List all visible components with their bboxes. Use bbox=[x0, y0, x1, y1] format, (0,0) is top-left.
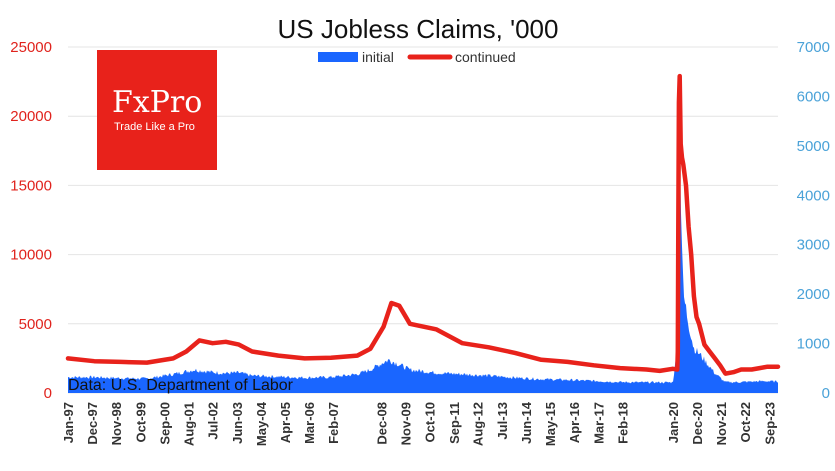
logo-wordmark: FxPro bbox=[112, 85, 202, 120]
x-tick-label: Sep-23 bbox=[762, 402, 777, 445]
x-tick-label: Sep-11 bbox=[447, 402, 462, 444]
y-left-tick-label: 20000 bbox=[10, 108, 52, 125]
x-tick-label: Jan-97 bbox=[61, 402, 76, 443]
x-axis: Jan-97 Dec-97 Nov-98 Oct-99 Sep-00 Aug-01 Jul-… bbox=[61, 401, 777, 446]
y-axis-right: 0 1000 2000 3000 4000 5000 6000 7000 bbox=[797, 39, 830, 402]
x-tick-label: Feb-18 bbox=[615, 402, 630, 444]
y-axis-left: 0 5000 10000 15000 20000 25000 bbox=[10, 39, 52, 402]
x-tick-label: Jul-02 bbox=[206, 402, 221, 440]
source-note: Data: U.S. Department of Labor bbox=[68, 377, 294, 394]
legend-label-continued: continued bbox=[455, 49, 516, 65]
x-tick-label: Oct-99 bbox=[133, 402, 148, 442]
y-right-tick-label: 3000 bbox=[797, 237, 830, 254]
x-tick-label: Dec-97 bbox=[85, 402, 100, 445]
series-continued-line bbox=[65, 73, 781, 376]
x-tick-label: Jun-03 bbox=[230, 402, 245, 444]
y-right-tick-label: 1000 bbox=[797, 336, 830, 353]
y-right-tick-label: 2000 bbox=[797, 286, 830, 303]
logo-tagline: Trade Like a Pro bbox=[114, 121, 195, 133]
x-tick-label: Aug-12 bbox=[471, 402, 486, 446]
x-tick-label: May-04 bbox=[254, 401, 269, 446]
y-right-tick-label: 7000 bbox=[797, 39, 830, 56]
x-tick-label: Oct-22 bbox=[738, 402, 753, 442]
x-tick-label: Nov-09 bbox=[398, 402, 413, 445]
x-tick-label: May-15 bbox=[543, 402, 558, 446]
continued-claims-line bbox=[65, 73, 781, 376]
x-tick-label: Aug-01 bbox=[181, 402, 196, 446]
x-tick-label: Feb-07 bbox=[326, 402, 341, 444]
fxpro-logo: FxPro Trade Like a Pro bbox=[97, 50, 217, 170]
x-tick-label: Nov-98 bbox=[109, 402, 124, 445]
y-left-tick-label: 0 bbox=[44, 385, 52, 402]
y-left-tick-label: 10000 bbox=[10, 247, 52, 264]
legend-label-initial: initial bbox=[362, 49, 394, 65]
x-tick-label: Nov-21 bbox=[714, 402, 729, 445]
x-tick-label: Sep-00 bbox=[158, 402, 173, 445]
x-tick-label: Apr-05 bbox=[278, 402, 293, 443]
x-tick-label: Dec-20 bbox=[690, 402, 705, 445]
y-left-tick-label: 15000 bbox=[10, 177, 52, 194]
x-tick-label: Jan-20 bbox=[666, 402, 681, 443]
x-tick-label: Mar-06 bbox=[302, 402, 317, 444]
y-left-tick-label: 5000 bbox=[19, 316, 52, 333]
series-initial-area bbox=[68, 161, 778, 393]
initial-claims-area bbox=[68, 161, 778, 393]
logo-box bbox=[97, 50, 217, 170]
chart-title: US Jobless Claims, '000 bbox=[278, 14, 559, 44]
y-right-tick-label: 5000 bbox=[797, 138, 830, 155]
y-left-tick-label: 25000 bbox=[10, 39, 52, 56]
x-tick-label: Apr-16 bbox=[567, 402, 582, 443]
x-tick-label: Mar-17 bbox=[591, 402, 606, 444]
x-tick-label: Jul-13 bbox=[495, 402, 510, 440]
x-tick-label: Dec-08 bbox=[375, 402, 390, 445]
y-right-tick-label: 4000 bbox=[797, 187, 830, 204]
x-tick-label: Jun-14 bbox=[519, 401, 534, 444]
y-right-tick-label: 6000 bbox=[797, 88, 830, 105]
x-tick-label: Oct-10 bbox=[423, 402, 438, 442]
y-right-tick-label: 0 bbox=[822, 385, 830, 402]
legend-swatch-initial bbox=[318, 52, 358, 62]
legend: initial continued bbox=[318, 49, 516, 65]
